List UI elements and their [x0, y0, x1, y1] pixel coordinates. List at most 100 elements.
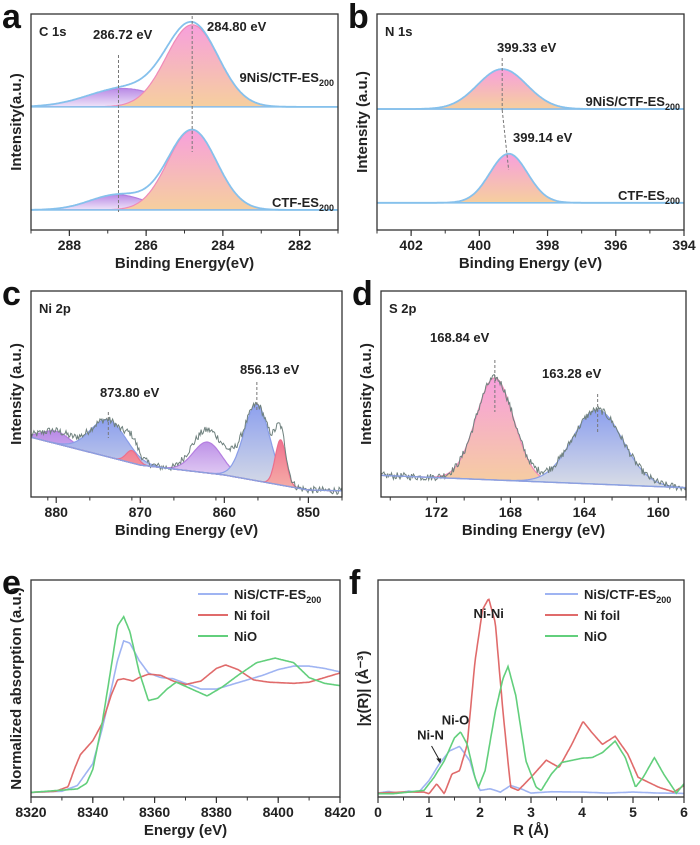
x-tick-label: 2: [476, 804, 484, 820]
panel-c: 880 870 860 850 Binding Energy (eV) Intensity…: [2, 275, 343, 539]
sample-label-0: 9NiS/CTF-ES200: [586, 94, 681, 112]
x-tick-label: 8420: [324, 804, 355, 820]
legend-label-1: Ni foil: [584, 608, 620, 623]
series-line-2: [378, 664, 684, 795]
peak-shift-line: [501, 109, 510, 171]
plot-frame: [30, 579, 341, 798]
y-axis-label: Intensity (a.u.): [354, 71, 371, 173]
x-tick-label: 8320: [15, 804, 46, 820]
legend-label-0: NiS/CTF-ES200: [234, 587, 321, 605]
x-tick-label: 5: [629, 804, 637, 820]
panel-f: NiS/CTF-ES200 Ni foil NiO 0 1 2 3 4 5 6 R (Å) |χ(R)…: [349, 564, 688, 839]
x-tick-label: 402: [399, 237, 423, 253]
plot-area: [381, 374, 686, 492]
x-tick-label: 8400: [263, 804, 294, 820]
plot-frame: [30, 290, 343, 498]
peak-annotation: 873.80 eV: [100, 385, 160, 400]
legend: NiS/CTF-ES200 Ni foil NiO: [198, 587, 321, 644]
x-tick-label: 850: [297, 504, 321, 520]
x-tick-label: 286: [134, 237, 158, 253]
x-axis-label: Binding Energy (eV): [459, 255, 602, 272]
panel-letter: e: [2, 564, 21, 602]
x-tick-label: 282: [288, 237, 312, 253]
legend-label-2: NiO: [584, 629, 607, 644]
panel-title: S 2p: [389, 301, 417, 316]
plot-frame: [376, 13, 685, 231]
y-axis-label: Intensity(a.u.): [8, 73, 25, 171]
legend-label-2: NiO: [234, 629, 257, 644]
y-axis-label: Intensity (a.u.): [8, 343, 25, 445]
x-axis-label: Binding Energy (eV): [115, 522, 258, 539]
peak-annotation: 856.13 eV: [240, 362, 300, 377]
peak-annotation: Ni-O: [442, 713, 469, 728]
x-tick-label: 398: [536, 237, 560, 253]
peak-annotation: Ni-Ni: [473, 606, 503, 621]
x-tick-label: 880: [45, 504, 69, 520]
y-axis-label: Normalized absorption (a.u.): [8, 587, 25, 790]
arrow-head-icon: [436, 758, 442, 764]
x-tick-label: 4: [578, 804, 586, 820]
x-tick-label: 0: [374, 804, 382, 820]
x-tick-label: 168: [499, 504, 523, 520]
x-axis-label: Binding Energy (eV): [462, 522, 605, 539]
legend-label-1: Ni foil: [234, 608, 270, 623]
peak-annotation: 163.28 eV: [542, 366, 602, 381]
panel-d: 172 168 164 160 Binding Energy (eV) Intensity…: [352, 275, 687, 539]
x-tick-label: 6: [680, 804, 688, 820]
x-tick-label: 400: [468, 237, 492, 253]
legend-label-0: NiS/CTF-ES200: [584, 587, 671, 605]
plot-area: [31, 20, 338, 211]
series-line-1: [31, 664, 340, 794]
y-axis-label: |χ(R)| (Å⁻³): [355, 651, 372, 727]
raw-spectrum: [381, 374, 686, 492]
panel-title: N 1s: [385, 24, 412, 39]
x-axis-label: Energy (eV): [144, 822, 227, 839]
legend: NiS/CTF-ES200 Ni foil NiO: [545, 587, 671, 644]
plot-area: [31, 401, 342, 496]
x-tick-label: 8380: [201, 804, 232, 820]
x-axis-label: R (Å): [513, 822, 549, 839]
series-line-1: [378, 598, 684, 795]
panel-letter: a: [2, 0, 22, 36]
plot-area: [377, 68, 684, 204]
plot-area: [378, 598, 684, 795]
x-tick-label: 1: [425, 804, 433, 820]
background-line: [31, 436, 342, 492]
x-tick-label: 394: [672, 237, 696, 253]
spectrum-0-fit-component-1: [31, 24, 338, 108]
peak-annotation: 399.14 eV: [513, 130, 573, 145]
x-tick-label: 172: [425, 504, 449, 520]
panel-e: NiS/CTF-ES200 Ni foil NiO 8320 8340 8360 8380 8…: [2, 564, 356, 839]
x-tick-label: 3: [527, 804, 535, 820]
panel-letter: c: [2, 275, 21, 313]
raw-spectrum: [31, 401, 342, 496]
plot-area: [31, 615, 340, 794]
x-tick-label: 8360: [139, 804, 170, 820]
peak-annotation: 286.72 eV: [93, 27, 153, 42]
panel-title: Ni 2p: [39, 301, 71, 316]
panel-letter: b: [348, 0, 369, 36]
x-tick-label: 870: [129, 504, 153, 520]
x-tick-label: 164: [573, 504, 597, 520]
sample-label-1: CTF-ES200: [618, 188, 680, 206]
x-tick-label: 160: [647, 504, 671, 520]
panel-b: 402 400 398 396 394 Binding Energy (eV) Intens…: [348, 0, 696, 272]
x-tick-label: 288: [58, 237, 82, 253]
peak-annotation: 168.84 eV: [430, 330, 490, 345]
plot-frame: [380, 290, 687, 498]
plot-frame: [377, 579, 685, 798]
panel-letter: f: [349, 564, 361, 602]
y-axis-label: Intensity (a.u.): [358, 343, 375, 445]
x-tick-label: 8340: [77, 804, 108, 820]
peak-annotation: 399.33 eV: [497, 40, 557, 55]
peak-annotation: Ni-N: [417, 727, 444, 742]
series-line-0: [378, 745, 684, 795]
peak-fit-component-1: [31, 419, 342, 492]
series-line-2: [31, 615, 340, 794]
panel-letter: d: [352, 275, 373, 313]
background-line: [381, 474, 686, 489]
x-axis-label: Binding Energy(eV): [115, 255, 254, 272]
x-tick-label: 284: [211, 237, 235, 253]
peak-annotation: 284.80 eV: [207, 19, 267, 34]
